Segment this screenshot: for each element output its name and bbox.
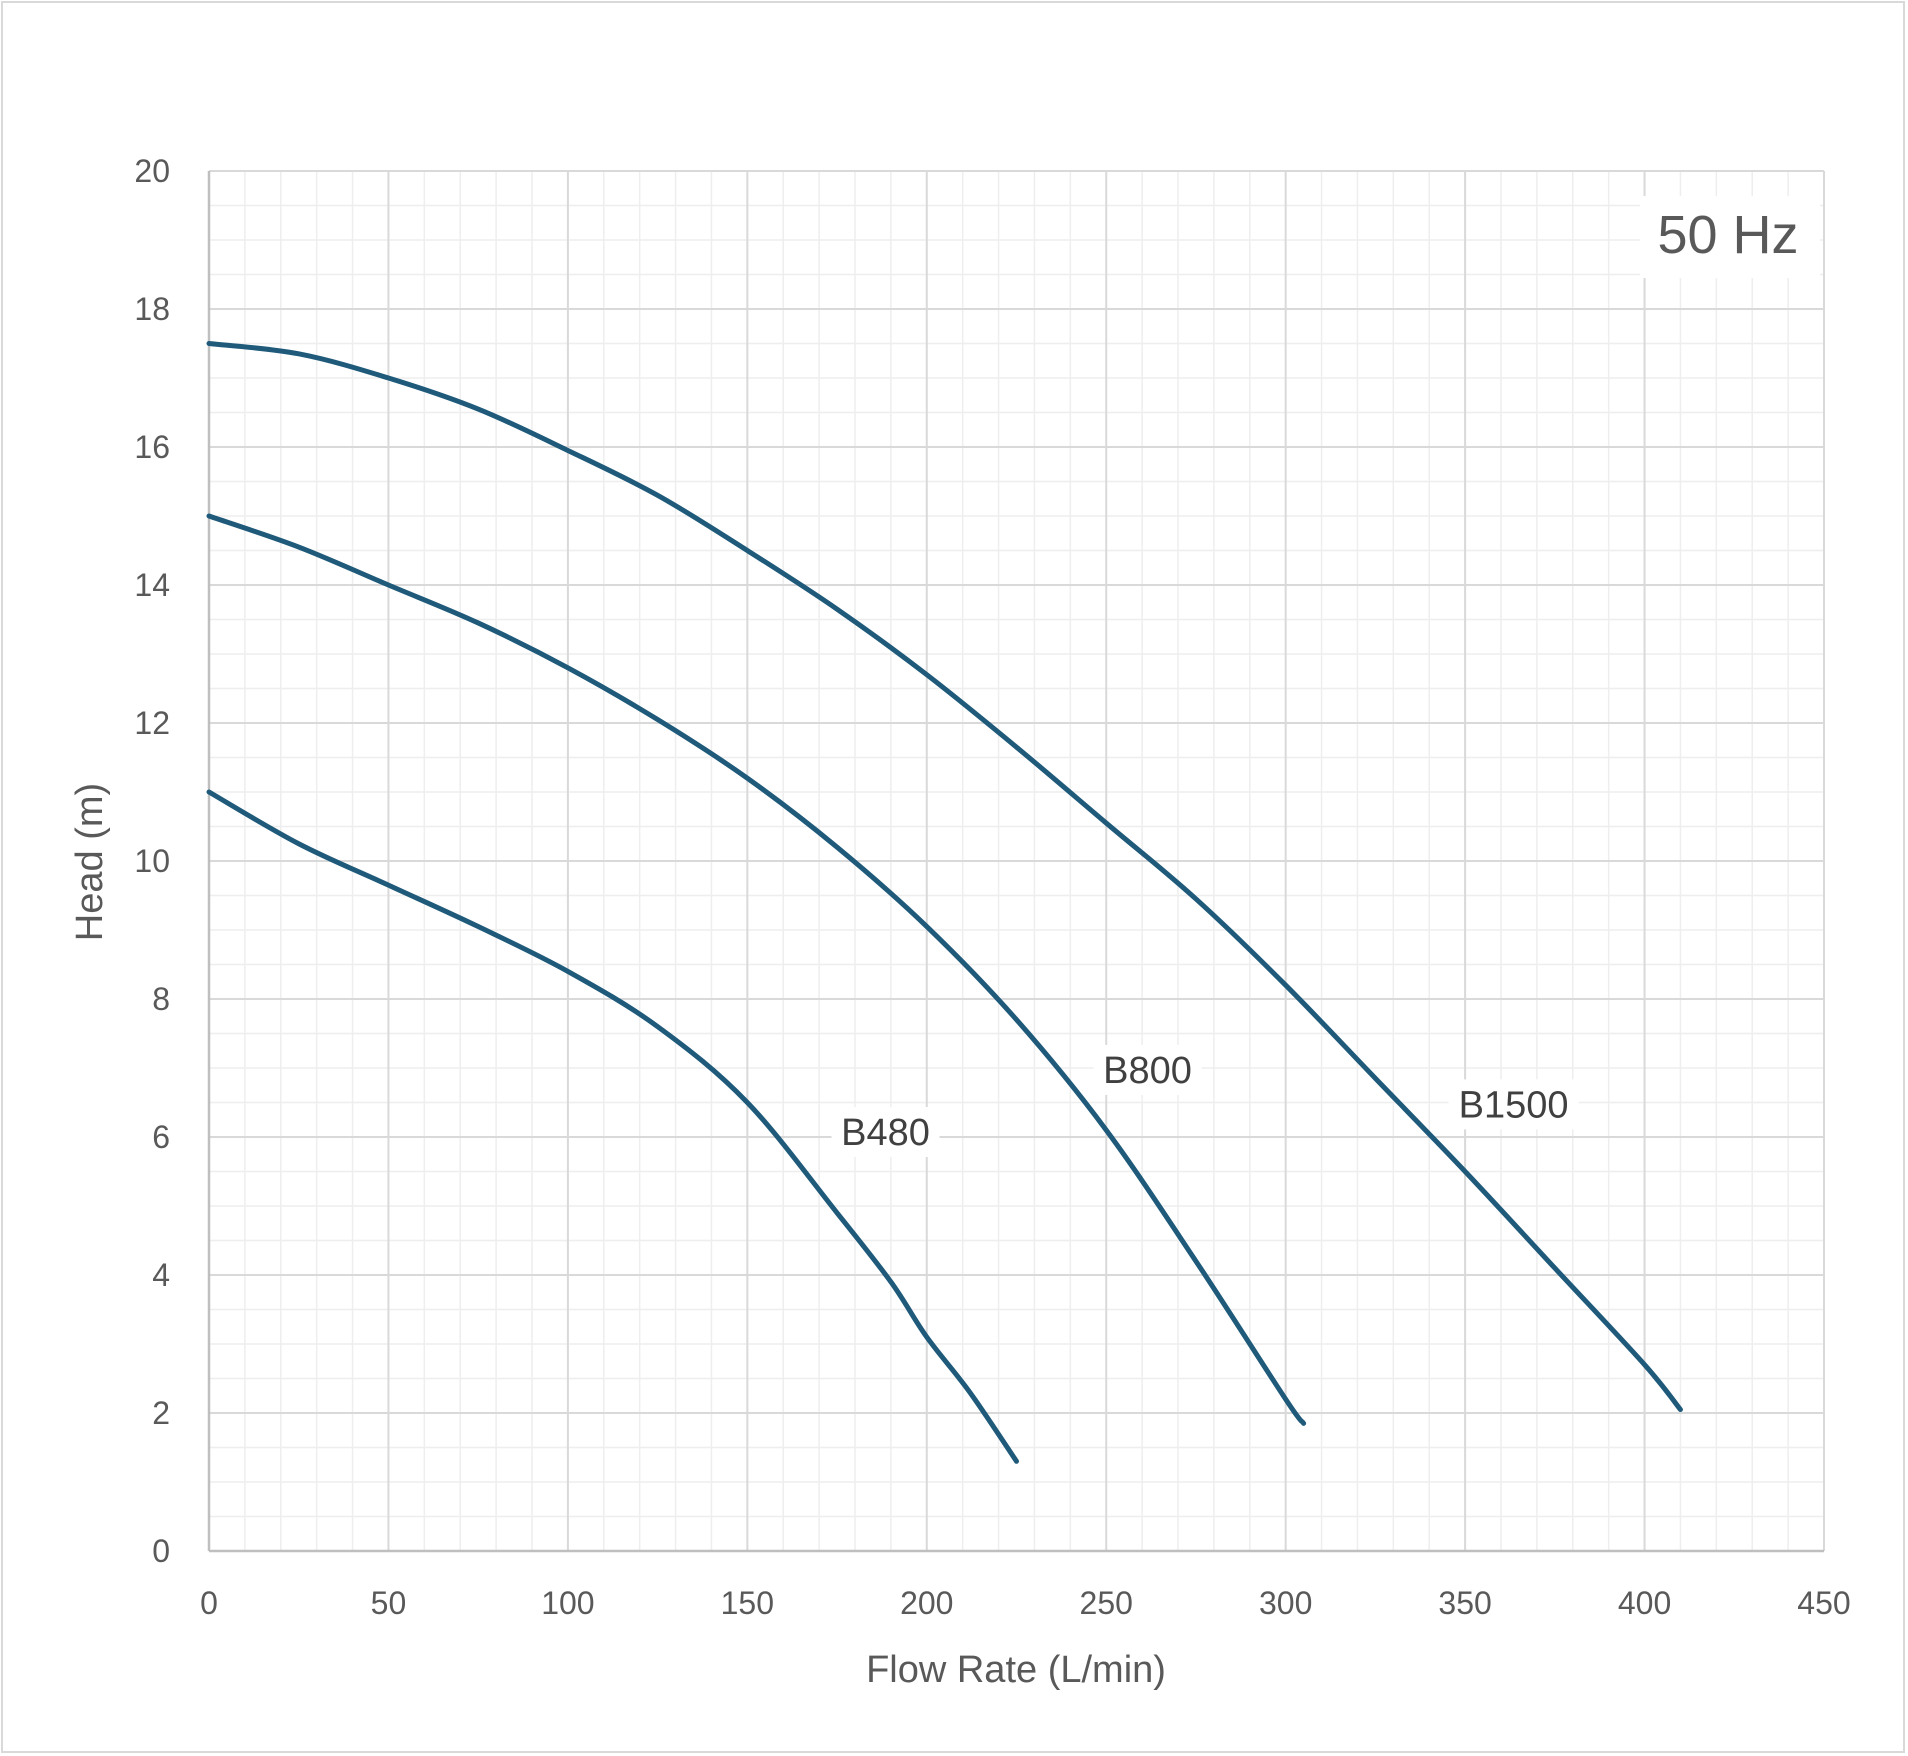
series-label-bg <box>831 1107 940 1157</box>
y-tick-label: 8 <box>152 981 170 1017</box>
x-tick-label: 400 <box>1618 1585 1671 1621</box>
y-tick-label: 10 <box>134 843 170 879</box>
x-tick-label: 350 <box>1438 1585 1491 1621</box>
y-tick-label: 0 <box>152 1533 170 1569</box>
x-axis-title: Flow Rate (L/min) <box>866 1649 1166 1691</box>
y-tick-label: 2 <box>152 1395 170 1431</box>
x-tick-label: 50 <box>371 1585 407 1621</box>
series-line-b1500 <box>206 341 1683 1413</box>
y-tick-label: 6 <box>152 1119 170 1155</box>
y-tick-label: 18 <box>134 291 170 327</box>
series-label-b800: B800 <box>1103 1050 1192 1092</box>
series-lines <box>206 341 1683 1464</box>
tick-labels: 0 50 100 150 200 250 300 350 400 450 0 2 4 6 8 10 12 14 16… <box>134 153 1850 1621</box>
series-line-b480 <box>206 789 1019 1464</box>
y-tick-label: 16 <box>134 429 170 465</box>
x-tick-label: 250 <box>1080 1585 1133 1621</box>
grid <box>208 170 1825 1552</box>
y-tick-label: 4 <box>152 1257 170 1293</box>
series-label-b480: B480 <box>841 1112 930 1154</box>
y-axis-title: Head (m) <box>69 783 111 941</box>
x-tick-label: 450 <box>1797 1585 1850 1621</box>
series-label-b1500: B1500 <box>1459 1084 1569 1126</box>
series-line-b800 <box>206 513 1307 1426</box>
series-label-bg <box>1448 1079 1579 1130</box>
x-tick-label: 200 <box>900 1585 953 1621</box>
frequency-label-bg <box>1640 196 1820 278</box>
x-tick-label: 100 <box>541 1585 594 1621</box>
x-tick-label: 150 <box>721 1585 774 1621</box>
frequency-label: 50 Hz <box>1657 205 1798 265</box>
y-tick-label: 12 <box>134 705 170 741</box>
x-tick-label: 0 <box>200 1585 218 1621</box>
y-tick-label: 14 <box>134 567 170 603</box>
y-tick-label: 20 <box>134 153 170 189</box>
axes <box>207 171 1824 1553</box>
series-labels: B480 B800 B1500 <box>831 1044 1579 1157</box>
series-label-bg <box>1093 1044 1202 1095</box>
x-tick-label: 300 <box>1259 1585 1312 1621</box>
